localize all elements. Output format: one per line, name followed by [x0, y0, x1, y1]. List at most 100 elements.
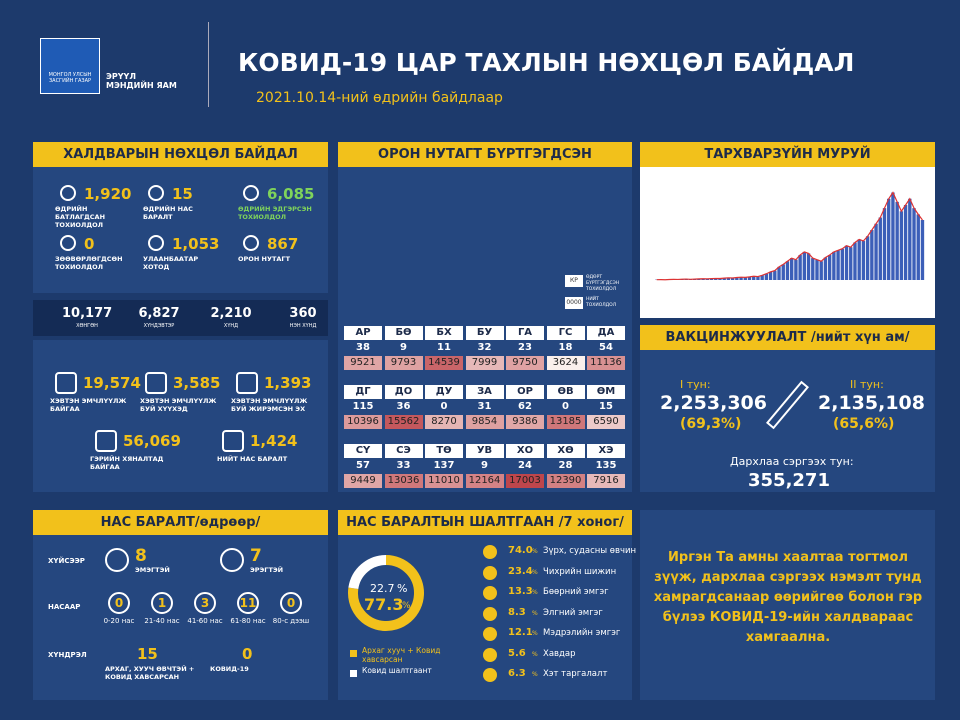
cause-unit: %	[532, 630, 538, 637]
curve-bar	[861, 240, 866, 280]
donut-segment	[348, 555, 387, 590]
curve-bar	[739, 277, 743, 280]
curve-bar	[874, 223, 878, 280]
region-daily: 54	[599, 342, 613, 353]
stat-icon	[243, 235, 259, 251]
region-code: ЗА	[465, 385, 504, 399]
stat-label: ЗӨӨВӨРЛӨГДСӨН ТОХИОЛДОЛ	[55, 255, 123, 271]
curve-bar	[836, 250, 840, 280]
curve-bar	[844, 245, 849, 280]
region-code: ГА	[506, 326, 544, 340]
region-code: ТӨ	[425, 444, 463, 458]
curve-bar	[790, 258, 794, 280]
care-label: НИЙТ НАС БАРАЛТ	[217, 455, 288, 463]
region-daily: 32	[477, 342, 492, 353]
care-value: 56,069	[123, 432, 181, 450]
region-total: 8270	[425, 415, 463, 429]
donut-small-unit: %	[397, 582, 408, 595]
dose1-value: 2,253,306	[660, 392, 767, 414]
region-daily: 0	[562, 401, 569, 412]
region-daily: 18	[558, 342, 573, 353]
cause-label: Хавдар	[543, 648, 576, 659]
age-value: 1	[151, 592, 173, 614]
legend-label: Ковид шалтгаант	[362, 666, 432, 675]
panel	[640, 350, 935, 492]
comp-value: 0	[242, 645, 253, 663]
curve-bar	[794, 259, 798, 280]
age-label: 41-60 нас	[187, 617, 223, 625]
stat-label: ӨДРИЙН НАС БАРАЛТ	[143, 205, 193, 221]
region-daily: 135	[595, 460, 617, 471]
row-label: ХҮНДРЭЛ	[48, 651, 87, 659]
donut-segment	[348, 555, 424, 631]
region-total: 15562	[384, 415, 423, 429]
curve-bar	[777, 266, 781, 280]
region-code: УВ	[465, 444, 504, 458]
legend-label: ӨДӨРТ БҮРТГЭГДСЭН ТОХИОЛДОЛ	[586, 275, 620, 292]
stat-value: 0	[84, 235, 95, 253]
curve-bar	[701, 278, 705, 280]
panel	[640, 510, 935, 700]
curve-bar	[781, 264, 785, 280]
curve-bar	[773, 270, 777, 280]
curve-bar	[819, 261, 823, 280]
cause-icon	[483, 545, 497, 559]
curve-bar	[870, 230, 874, 280]
region-total: 9386	[506, 415, 544, 429]
stat-value: 867	[267, 235, 299, 253]
logo	[40, 38, 100, 94]
cause-value: 13.3	[508, 586, 533, 597]
region-total: 9750	[506, 356, 544, 370]
cause-unit: %	[532, 568, 538, 576]
panel	[33, 167, 328, 293]
curve-bar	[747, 276, 752, 280]
curve-bar	[730, 277, 735, 280]
care-label: ГЭРИЙН ХЯНАЛТАД БАЙГАА	[90, 455, 164, 471]
region-daily: 24	[518, 460, 532, 471]
region-daily: 15	[599, 401, 613, 412]
booster-value: 355,271	[748, 470, 830, 491]
region-code: ХЭ	[587, 444, 625, 458]
curve-bar	[802, 251, 807, 280]
region-code: ӨВ	[546, 385, 585, 399]
region-total: 6590	[587, 415, 625, 429]
cause-label: Бөөрний эмгэг	[543, 587, 609, 597]
region-total: 9793	[384, 356, 423, 370]
curve-bar	[760, 275, 764, 280]
date: 2021.10.14-ний өдрийн байдлаар	[256, 90, 503, 106]
care-value: 3,585	[173, 374, 221, 392]
curve-bar	[798, 255, 802, 280]
gender-value: 7	[250, 546, 262, 566]
curve-bar	[714, 278, 718, 280]
stat-icon	[60, 235, 76, 251]
age-value: 3	[194, 592, 216, 614]
section-header: НАС БАРАЛТЫН ШАЛТГААН /7 хоног/	[338, 510, 632, 535]
curve-bar	[908, 198, 912, 280]
stat-label: УЛААНБААТАР ХОТОД	[143, 255, 199, 271]
stat-icon	[60, 185, 76, 201]
region-total: 13036	[384, 474, 423, 488]
region-code: ДГ	[344, 385, 382, 399]
region-total: 10396	[344, 415, 382, 429]
curve-bar	[735, 277, 739, 280]
age-value: 11	[237, 592, 259, 614]
age-label: 61-80 нас	[230, 617, 266, 625]
region-code: ХО	[506, 444, 544, 458]
ministry: ЭРҮҮЛ МЭНДИЙН ЯАМ	[106, 72, 177, 90]
region-code: ӨМ	[587, 385, 625, 399]
region-total: 9854	[465, 415, 504, 429]
age-label: 21-40 нас	[144, 617, 180, 625]
region-code: АР	[344, 326, 382, 340]
curve-bar	[865, 236, 870, 280]
curve-bar	[827, 255, 832, 280]
cause-value: 8.3	[508, 606, 526, 618]
cause-icon	[483, 668, 497, 682]
curve-bar	[726, 277, 731, 280]
region-total: 7916	[587, 474, 625, 488]
region-daily: 62	[518, 401, 532, 412]
severity-label: НЭН ХҮНД	[289, 323, 317, 329]
curve-bar	[920, 220, 925, 280]
severity-value: 360	[289, 306, 317, 321]
curve-bar	[768, 271, 773, 280]
region-code: БӨ	[384, 326, 423, 340]
